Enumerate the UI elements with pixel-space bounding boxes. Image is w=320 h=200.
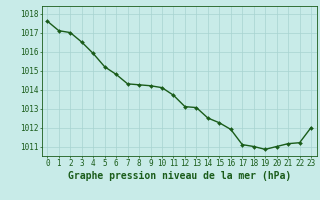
- X-axis label: Graphe pression niveau de la mer (hPa): Graphe pression niveau de la mer (hPa): [68, 171, 291, 181]
